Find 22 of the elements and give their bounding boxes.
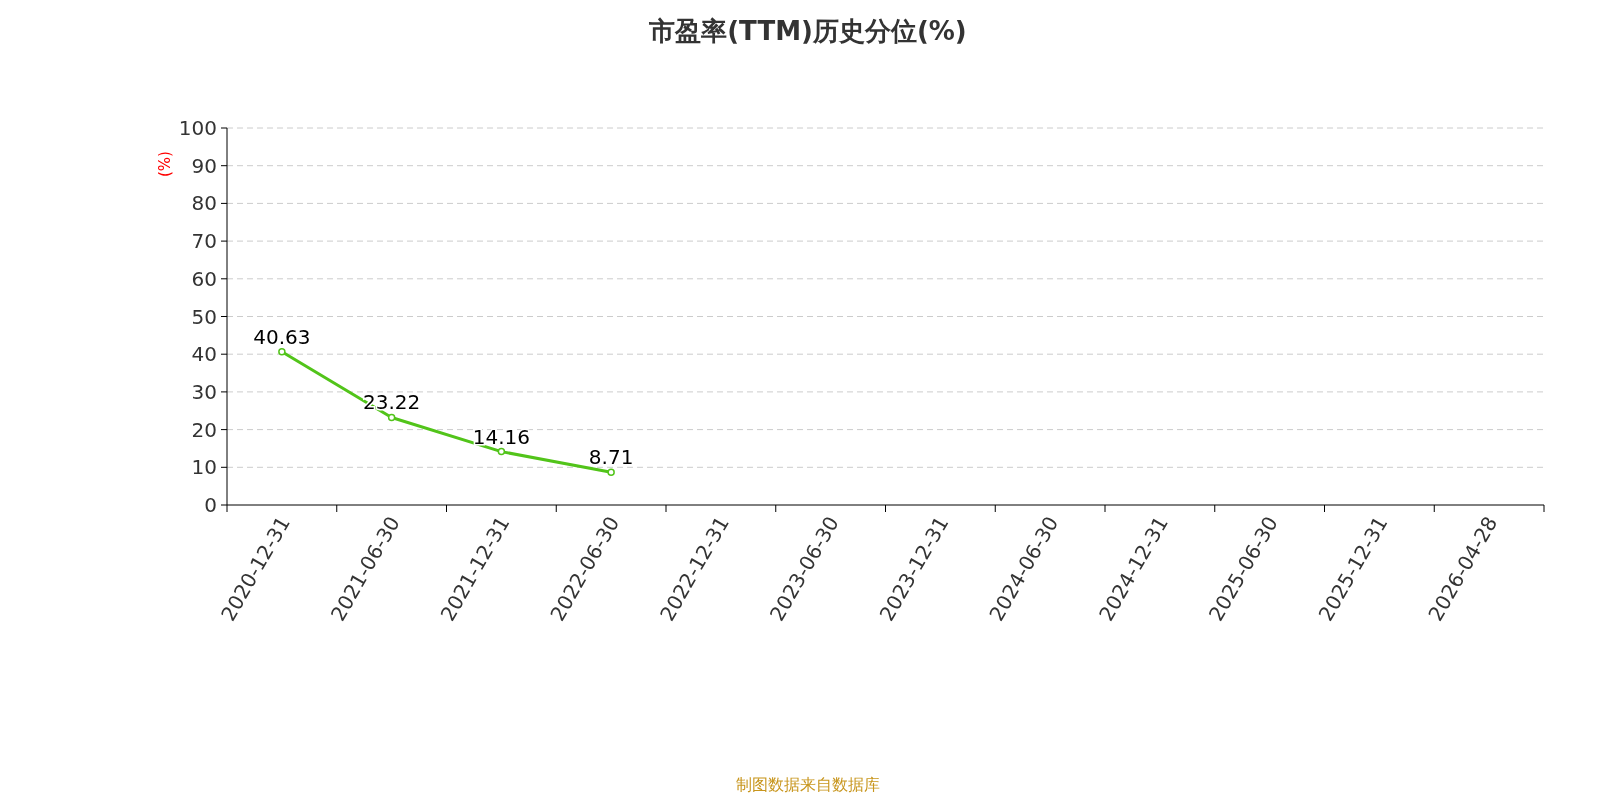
y-axis-title: (%)	[156, 151, 174, 177]
data-label: 23.22	[362, 390, 421, 415]
point	[278, 348, 286, 356]
y-tick-label: 20	[191, 417, 217, 442]
y-tick-label: 50	[191, 304, 217, 329]
y-tick-label: 80	[191, 191, 217, 216]
y-tick-label: 10	[191, 455, 217, 480]
y-tick-label: 100	[178, 116, 217, 140]
text: 制图数据来自数据库	[736, 775, 880, 794]
y-tick-label: 90	[191, 153, 217, 178]
point	[497, 447, 506, 456]
y-tick-label: 40	[191, 342, 217, 367]
point	[607, 468, 615, 476]
data-label: 8.71	[588, 445, 634, 470]
chart-title: 市盈率(TTM)历史分位(%)	[648, 16, 967, 46]
y-tick-label: 30	[191, 379, 217, 404]
y-tick-label: 60	[191, 266, 217, 291]
data-label: 40.63	[253, 324, 311, 349]
data-label: 14.16	[472, 424, 531, 449]
y-tick-label: 70	[191, 229, 217, 254]
point	[387, 413, 396, 422]
y-tick-label: 0	[204, 493, 217, 517]
